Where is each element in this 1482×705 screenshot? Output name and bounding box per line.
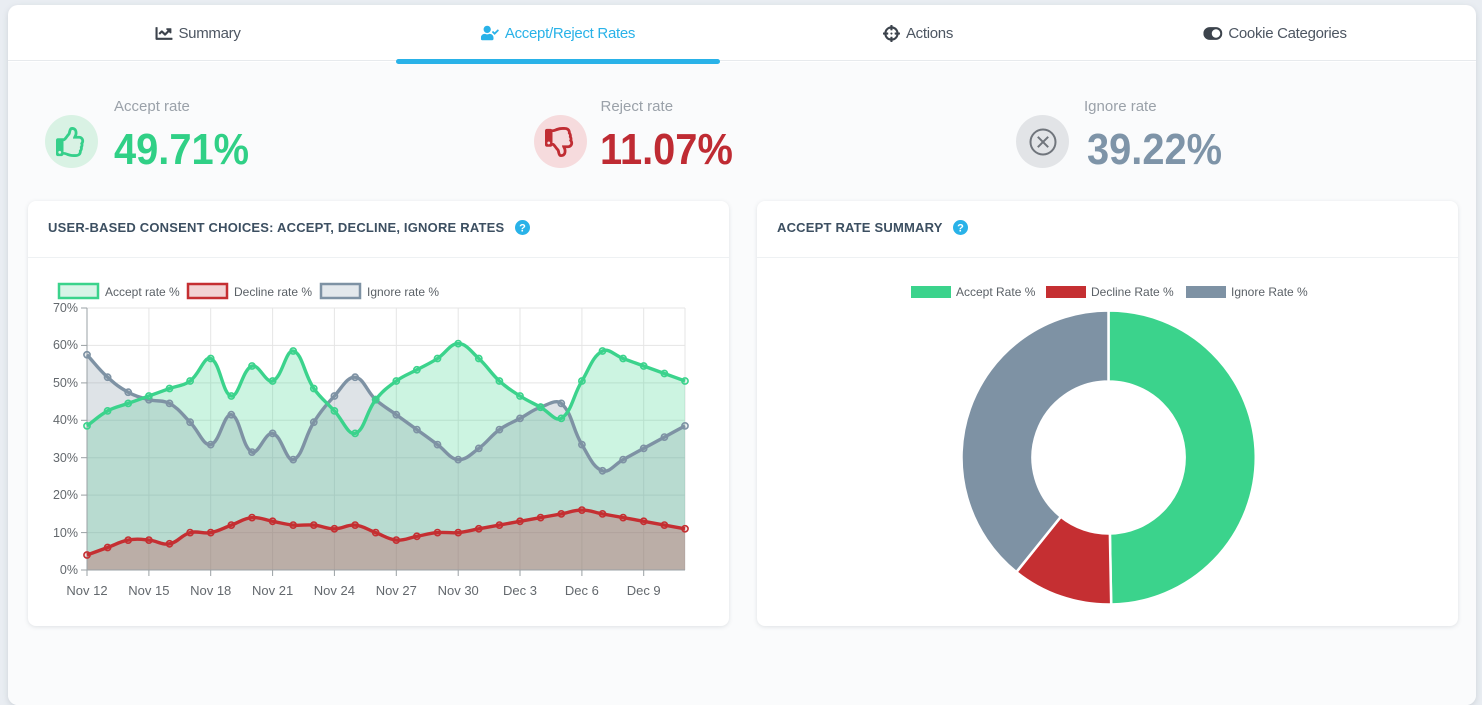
svg-text:70%: 70% bbox=[53, 301, 78, 315]
svg-text:30%: 30% bbox=[53, 451, 78, 465]
svg-text:Nov 27: Nov 27 bbox=[376, 583, 417, 598]
svg-text:0%: 0% bbox=[60, 563, 78, 577]
svg-text:60%: 60% bbox=[53, 338, 78, 352]
svg-text:Decline Rate %: Decline Rate % bbox=[1091, 285, 1174, 299]
svg-text:Decline rate %: Decline rate % bbox=[234, 285, 312, 299]
svg-text:Ignore Rate %: Ignore Rate % bbox=[1231, 285, 1308, 299]
svg-text:?: ? bbox=[519, 222, 526, 234]
svg-text:Ignore rate %: Ignore rate % bbox=[367, 285, 439, 299]
svg-text:20%: 20% bbox=[53, 488, 78, 502]
svg-text:Nov 12: Nov 12 bbox=[66, 583, 107, 598]
svg-text:Dec 6: Dec 6 bbox=[565, 583, 599, 598]
svg-text:Nov 21: Nov 21 bbox=[252, 583, 293, 598]
svg-text:Accept Rate %: Accept Rate % bbox=[956, 285, 1036, 299]
svg-text:10%: 10% bbox=[53, 526, 78, 540]
svg-text:40%: 40% bbox=[53, 413, 78, 427]
svg-text:Nov 30: Nov 30 bbox=[438, 583, 479, 598]
svg-text:Nov 24: Nov 24 bbox=[314, 583, 355, 598]
svg-text:Nov 15: Nov 15 bbox=[128, 583, 169, 598]
svg-text:Nov 18: Nov 18 bbox=[190, 583, 231, 598]
svg-text:Dec 9: Dec 9 bbox=[627, 583, 661, 598]
svg-text:50%: 50% bbox=[53, 376, 78, 390]
svg-text:Accept rate %: Accept rate % bbox=[105, 285, 180, 299]
svg-text:Dec 3: Dec 3 bbox=[503, 583, 537, 598]
svg-text:?: ? bbox=[957, 222, 964, 234]
